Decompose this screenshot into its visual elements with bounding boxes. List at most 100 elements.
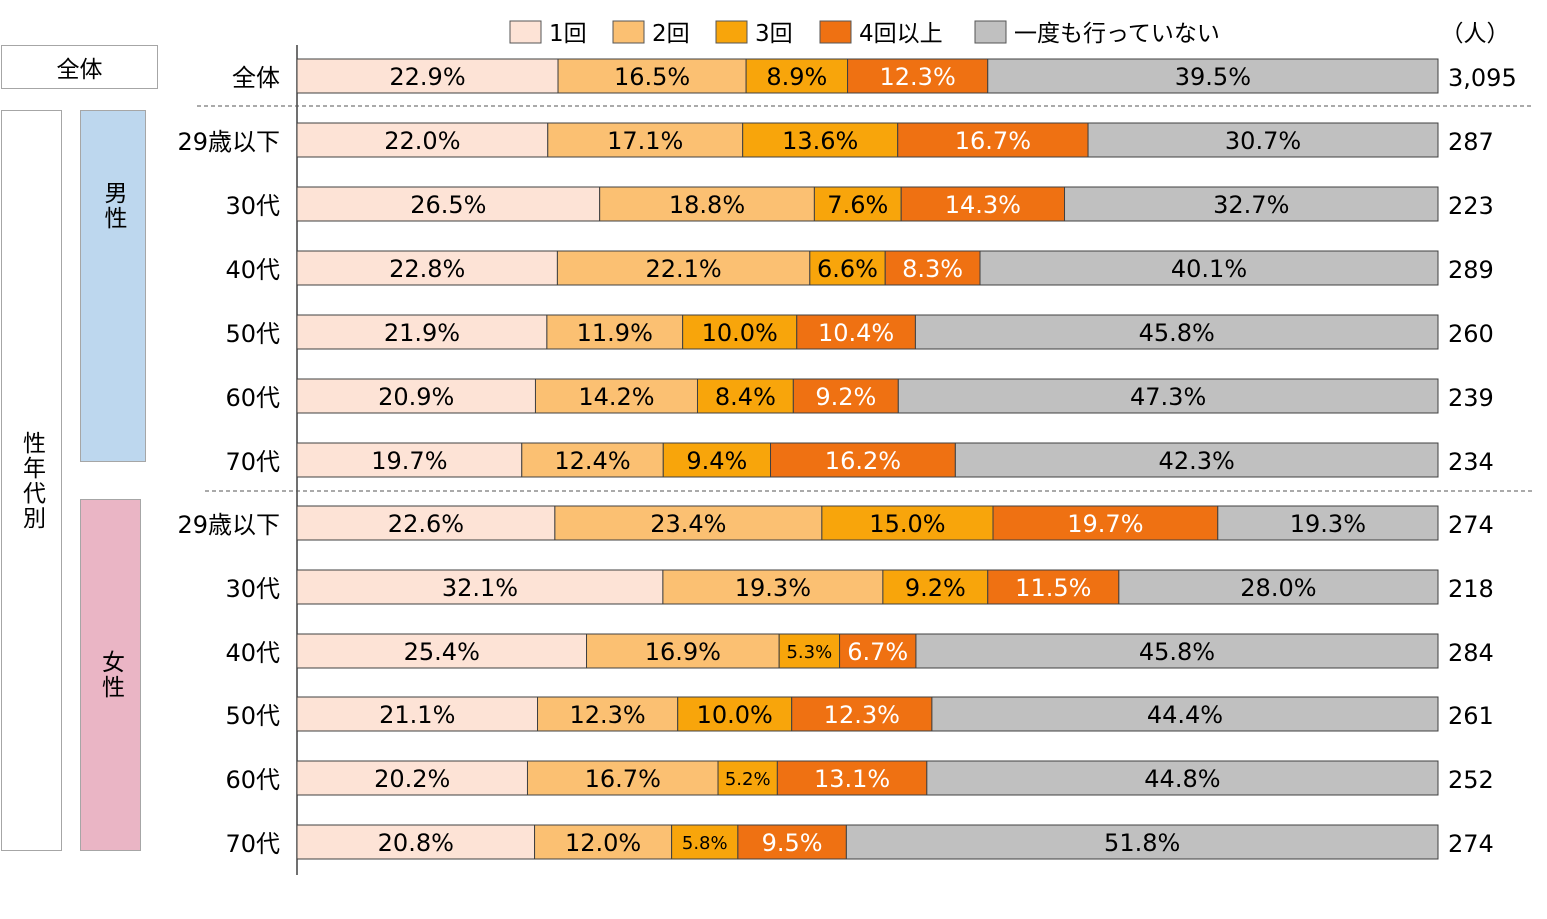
data-label: 5.2% xyxy=(725,769,771,790)
bar-segment xyxy=(900,186,1066,222)
count-label: 260 xyxy=(1448,320,1494,348)
bar-segment xyxy=(296,696,539,732)
bar-row: 60代 20.2% 16.7% 5.2% 13.1% 44.8% 252 xyxy=(225,760,1494,796)
data-label: 20.9% xyxy=(378,383,454,411)
data-label: 19.7% xyxy=(371,447,447,475)
data-label: 8.3% xyxy=(902,255,963,283)
legend-swatch xyxy=(612,20,645,44)
data-label: 40.1% xyxy=(1171,255,1247,283)
bar-segment xyxy=(987,58,1439,94)
count-label: 218 xyxy=(1448,575,1494,603)
bar-segment xyxy=(742,122,899,158)
legend-label: 4回以上 xyxy=(859,21,943,47)
data-label: 19.3% xyxy=(1290,510,1366,538)
data-label: 47.3% xyxy=(1130,383,1206,411)
data-label: 14.3% xyxy=(945,191,1021,219)
data-label: 8.9% xyxy=(766,63,827,91)
bar-segment xyxy=(1118,569,1439,605)
bar-segment xyxy=(931,696,1439,732)
bar-segment xyxy=(296,633,588,669)
data-label: 7.6% xyxy=(827,191,888,219)
bar-segment xyxy=(992,505,1219,541)
bar-segment xyxy=(914,314,1439,350)
data-label: 13.1% xyxy=(814,765,890,793)
count-label: 274 xyxy=(1448,830,1494,858)
bar-segment xyxy=(987,569,1120,605)
bar-row: 40代 22.8% 22.1% 6.6% 8.3% 40.1% 289 xyxy=(225,250,1494,286)
legend: 1回 2回 3回 4回以上 一度も行っていない xyxy=(509,20,1220,47)
bar-segment xyxy=(770,442,956,478)
bar-segment xyxy=(557,58,747,94)
data-label: 32.7% xyxy=(1213,191,1289,219)
category-label: 60代 xyxy=(225,766,280,794)
legend-swatch xyxy=(974,20,1007,44)
data-label: 45.8% xyxy=(1139,319,1215,347)
category-label: 70代 xyxy=(225,830,280,858)
category-label: 40代 xyxy=(225,256,280,284)
bar-segment xyxy=(745,58,849,94)
category-label: 29歳以下 xyxy=(177,511,280,539)
data-label: 22.0% xyxy=(384,127,460,155)
count-label: 287 xyxy=(1448,128,1494,156)
bar-segment xyxy=(586,633,780,669)
count-label: 284 xyxy=(1448,639,1494,667)
data-label: 13.6% xyxy=(782,127,858,155)
data-label: 12.3% xyxy=(880,63,956,91)
data-label: 22.6% xyxy=(388,510,464,538)
bar-segment xyxy=(954,442,1439,478)
category-label: 40代 xyxy=(225,639,280,667)
count-label: 234 xyxy=(1448,448,1494,476)
bar-segment xyxy=(677,696,793,732)
data-label: 19.7% xyxy=(1067,510,1143,538)
bar-row: 全体 22.9% 16.5% 8.9% 12.3% 39.5% 3,095 xyxy=(232,58,1517,94)
data-label: 22.1% xyxy=(645,255,721,283)
data-label: 15.0% xyxy=(869,510,945,538)
bar-row: 50代 21.9% 11.9% 10.0% 10.4% 45.8% 260 xyxy=(225,314,1494,350)
data-label: 22.9% xyxy=(389,63,465,91)
data-label: 5.3% xyxy=(786,642,832,663)
bar-segment xyxy=(526,760,719,796)
legend-label: 1回 xyxy=(549,21,587,47)
count-label: 261 xyxy=(1448,702,1494,730)
bar-segment xyxy=(546,314,684,350)
count-label: 274 xyxy=(1448,511,1494,539)
category-label: 30代 xyxy=(225,192,280,220)
bar-segment xyxy=(682,314,798,350)
data-label: 9.2% xyxy=(815,383,876,411)
bar-segment xyxy=(547,122,744,158)
category-label: 70代 xyxy=(225,448,280,476)
data-label: 10.0% xyxy=(702,319,778,347)
group-box-male: 男性 xyxy=(80,110,146,462)
bar-segment xyxy=(813,186,902,222)
bar-segment xyxy=(696,378,794,414)
data-label: 26.5% xyxy=(410,191,486,219)
bar-row: 50代 21.1% 12.3% 10.0% 12.3% 44.4% 261 xyxy=(225,696,1494,732)
data-label: 42.3% xyxy=(1159,447,1235,475)
data-label: 11.9% xyxy=(577,319,653,347)
legend-swatch xyxy=(509,20,542,44)
data-label: 9.5% xyxy=(762,829,823,857)
count-label: 252 xyxy=(1448,766,1494,794)
category-label: 50代 xyxy=(225,702,280,730)
bar-segment xyxy=(897,378,1439,414)
bar-segment xyxy=(776,760,928,796)
bar-segment xyxy=(809,250,886,286)
bar-row: 70代 20.8% 12.0% 5.8% 9.5% 51.8% 274 xyxy=(225,824,1494,860)
data-label: 6.7% xyxy=(847,638,908,666)
bar-row: 70代 19.7% 12.4% 9.4% 16.2% 42.3% 234 xyxy=(225,442,1494,478)
category-label: 29歳以下 xyxy=(177,128,280,156)
count-label: 3,095 xyxy=(1448,64,1517,92)
data-label: 32.1% xyxy=(442,574,518,602)
bar-segment xyxy=(979,250,1439,286)
data-label: 12.4% xyxy=(554,447,630,475)
legend-label: 一度も行っていない xyxy=(1014,21,1220,47)
bar-segment xyxy=(926,760,1439,796)
data-label: 12.3% xyxy=(569,701,645,729)
legend-swatch xyxy=(715,20,748,44)
bar-segment xyxy=(845,824,1439,860)
category-label: 50代 xyxy=(225,320,280,348)
category-label: 60代 xyxy=(225,384,280,412)
bar-segment xyxy=(296,569,664,605)
data-label: 16.7% xyxy=(955,127,1031,155)
